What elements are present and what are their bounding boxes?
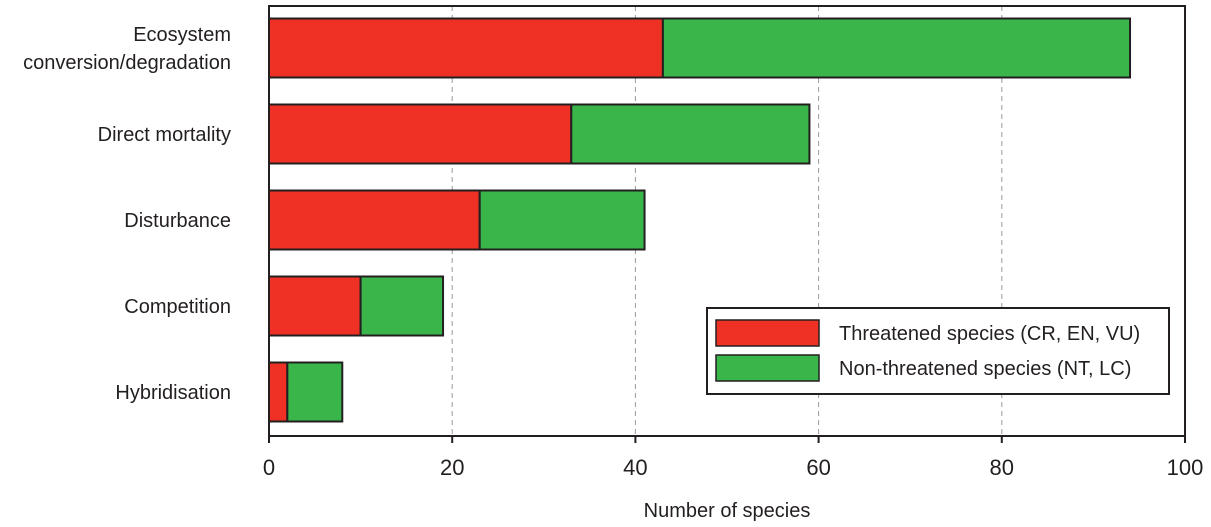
x-tick-label-100: 100 [1167,455,1204,480]
category-label-0: Ecosystem conversion/degradation [23,24,231,74]
category-labels: Ecosystem conversion/degradation Direct mo… [23,24,231,404]
x-tick-label-20: 20 [440,455,464,480]
legend-label-threatened: Threatened species (CR, EN, VU) [839,323,1140,345]
legend-swatch-non-threatened [715,354,820,382]
x-tick-label-60: 60 [806,455,830,480]
x-tick-label-80: 80 [990,455,1014,480]
plot-frame [268,5,1186,437]
category-label-4: Hybridisation [115,382,231,404]
category-label-1: Direct mortality [98,124,231,146]
bar-threatened-1 [268,103,573,165]
bar-threatened-2 [268,189,481,251]
bar-non-threatened-4 [286,361,344,423]
bar-threatened-3 [268,275,362,337]
category-label-3: Competition [124,296,231,318]
x-ticks: 0 20 40 60 80 100 [263,436,1203,480]
bar-non-threatened-1 [570,103,811,165]
bar-threatened-4 [268,361,289,423]
bar-threatened-0 [268,17,664,79]
x-tick-label-40: 40 [623,455,647,480]
legend: Threatened species (CR, EN, VU) Non-thre… [706,307,1170,395]
legend-swatch-threatened [715,319,820,347]
x-axis-title: Number of species [644,500,811,522]
bars [268,17,1132,423]
x-tick-label-0: 0 [263,455,275,480]
bar-non-threatened-3 [359,275,445,337]
bar-non-threatened-0 [661,17,1132,79]
category-label-2: Disturbance [124,210,231,232]
bar-non-threatened-2 [478,189,646,251]
legend-label-non-threatened: Non-threatened species (NT, LC) [839,358,1131,380]
